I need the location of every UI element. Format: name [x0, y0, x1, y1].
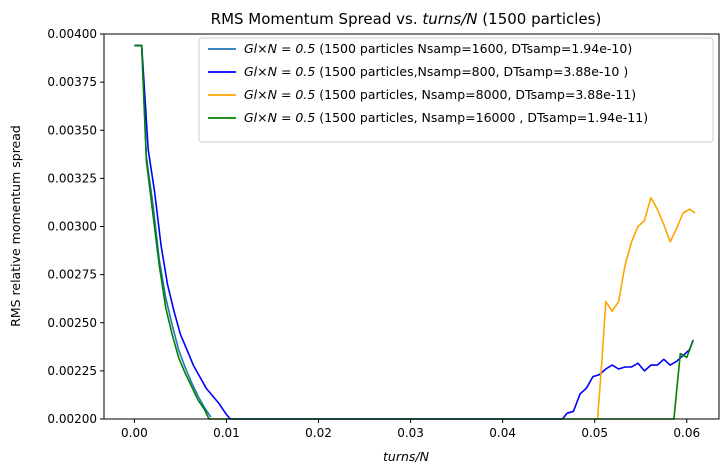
y-tick-label: 0.00375 — [47, 75, 97, 89]
y-tick-label: 0.00300 — [47, 220, 97, 234]
legend-entry: Gl×N = 0.5 (1500 particles, Nsamp=8000, … — [244, 87, 636, 102]
legend-entry: Gl×N = 0.5 (1500 particles, Nsamp=16000 … — [244, 110, 648, 125]
y-axis-label: RMS relative momentum spread — [8, 125, 23, 327]
legend-entry: Gl×N = 0.5 (1500 particles,Nsamp=800, DT… — [244, 64, 628, 79]
y-tick-label: 0.00250 — [47, 316, 97, 330]
x-tick-label: 0.01 — [213, 426, 240, 440]
legend-box — [198, 37, 714, 143]
y-tick-label: 0.00400 — [47, 27, 97, 41]
legend: Gl×N = 0.5 (1500 particles Nsamp=1600, D… — [198, 37, 714, 143]
legend-entry: Gl×N = 0.5 (1500 particles Nsamp=1600, D… — [244, 41, 632, 56]
series-line-2 — [134, 44, 694, 420]
y-axis: 0.00200 0.00225 0.00250 0.00275 0.00300 0.003… — [47, 27, 104, 426]
x-tick-label: 0.04 — [489, 426, 516, 440]
chart-title: RMS Momentum Spread vs. turns/N (1500 pa… — [211, 10, 602, 28]
x-tick-label: 0.03 — [397, 426, 424, 440]
series-line-3 — [596, 196, 696, 420]
x-axis-label: turns/N — [383, 449, 430, 464]
x-axis: 0.00 0.01 0.02 0.03 0.04 0.05 0.06 — [121, 419, 700, 440]
y-tick-label: 0.00325 — [47, 171, 97, 185]
x-tick-label: 0.06 — [673, 426, 700, 440]
y-tick-label: 0.00350 — [47, 123, 97, 137]
x-tick-label: 0.02 — [305, 426, 332, 440]
y-tick-label: 0.00225 — [47, 364, 97, 378]
y-tick-label: 0.00275 — [47, 268, 97, 282]
x-tick-label: 0.05 — [581, 426, 608, 440]
x-tick-label: 0.00 — [121, 426, 148, 440]
y-tick-label: 0.00200 — [47, 412, 97, 426]
